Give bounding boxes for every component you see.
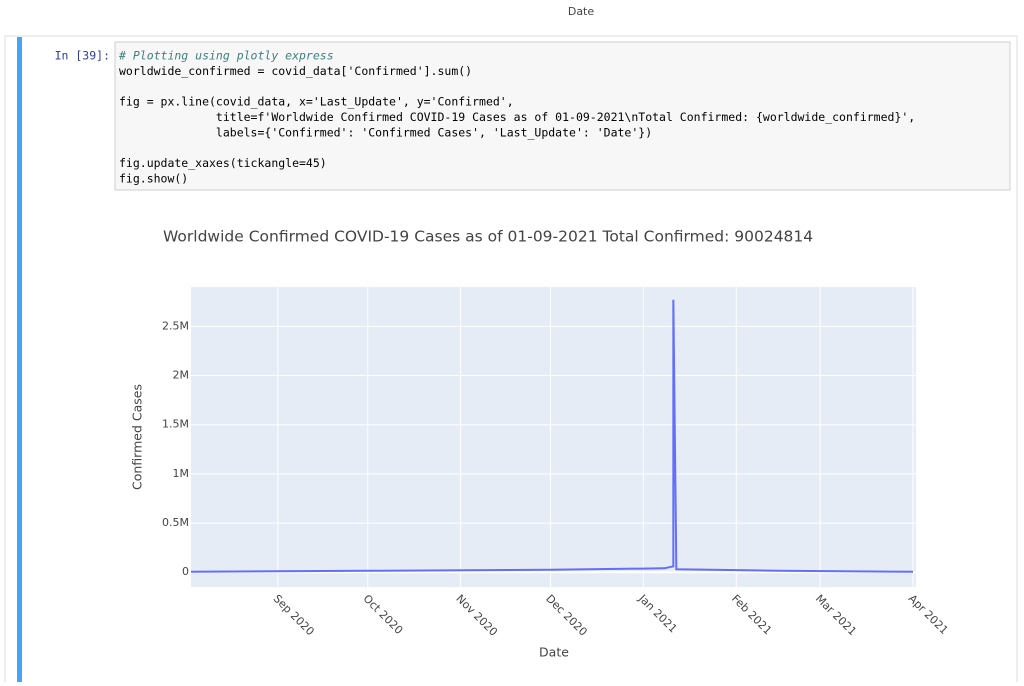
cell-selection-bar xyxy=(17,37,22,682)
chart-title: Worldwide Confirmed COVID-19 Cases as of… xyxy=(163,228,813,246)
y-tick-label: 2M xyxy=(173,369,190,382)
y-tick-label: 1M xyxy=(173,467,190,480)
x-axis-title: Date xyxy=(539,645,569,660)
data-line xyxy=(190,299,914,573)
plot-area xyxy=(191,287,916,587)
y-tick-label: 2.5M xyxy=(162,319,189,332)
y-axis-title: Confirmed Cases xyxy=(130,384,145,490)
previous-x-axis-label: Date xyxy=(568,5,595,18)
code-line: fig.update_xaxes(tickangle=45) xyxy=(119,156,327,170)
y-tick-label: 0 xyxy=(182,565,189,578)
code-box[interactable] xyxy=(114,41,1011,191)
code-line: fig = px.line(covid_data, x='Last_Update… xyxy=(119,95,514,109)
y-tick-label: 0.5M xyxy=(162,516,189,529)
y-tick-label: 1.5M xyxy=(162,418,189,431)
code-line: fig.show() xyxy=(119,172,188,186)
code-area: # Plotting using plotly expressworldwide… xyxy=(118,49,915,186)
code-line: labels={'Confirmed': 'Confirmed Cases', … xyxy=(119,126,652,140)
cell-prompt: In [39]: xyxy=(55,49,110,63)
code-line: title=f'Worldwide Confirmed COVID-19 Cas… xyxy=(119,110,915,124)
code-line: # Plotting using plotly express xyxy=(118,49,334,63)
code-line: worldwide_confirmed = covid_data['Confir… xyxy=(119,64,472,78)
